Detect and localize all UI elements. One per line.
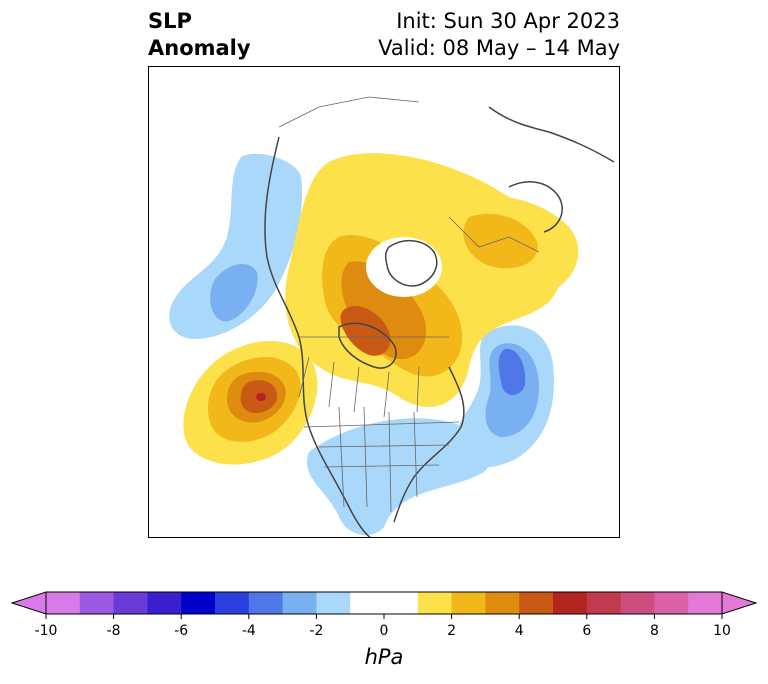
- colorbar-extend-high: [721, 591, 758, 615]
- gulf-of-alaska-low: [169, 153, 303, 339]
- valid-range: Valid: 08 May – 14 May: [378, 36, 620, 60]
- colorbar-bin: [688, 592, 723, 614]
- title-line-2: Anomaly: [148, 36, 251, 60]
- colorbar-tick-label: -4: [242, 623, 256, 639]
- colorbar-tick-label: -8: [107, 623, 121, 639]
- colorbar-bin: [654, 592, 689, 614]
- colorbar-bin: [350, 592, 385, 614]
- map-title: SLP Anomaly: [148, 8, 251, 62]
- map-panel: [148, 66, 620, 538]
- anomaly-map: [169, 96, 615, 537]
- colorbar-bin: [282, 592, 317, 614]
- colorbar-bin: [248, 592, 284, 614]
- colorbar-tick-label: -6: [174, 623, 188, 639]
- colorbar-bin: [384, 592, 419, 614]
- colorbar-bin: [215, 592, 250, 614]
- colorbar-tick-label: 8: [650, 623, 659, 639]
- title-line-1: SLP: [148, 9, 192, 33]
- init-date: Init: Sun 30 Apr 2023: [396, 9, 620, 33]
- borders: [278, 96, 540, 513]
- colorbar-bin: [113, 592, 148, 614]
- colorbar-bin: [519, 592, 554, 614]
- northeast-pacific-high: [183, 340, 318, 465]
- colorbar-tick-label: 10: [713, 623, 731, 639]
- colorbar-tick-label: 0: [380, 623, 389, 639]
- colorbar-tick-label: 2: [447, 623, 456, 639]
- colorbar-bin: [316, 592, 351, 614]
- colorbar-bin: [620, 592, 655, 614]
- colorbar-bin: [46, 592, 81, 614]
- colorbar-tick-label: 6: [582, 623, 591, 639]
- colorbar: -10 -8 -6 -4 -2 0 2 4 6 8 10: [10, 590, 758, 644]
- eastern-us-low: [306, 418, 492, 536]
- colorbar-bin: [417, 592, 453, 614]
- arctic-neutral-hole: [366, 237, 442, 297]
- north-atlantic-low: [453, 325, 554, 468]
- colorbar-bin: [79, 592, 115, 614]
- colorbar-tick-label: -10: [35, 623, 58, 639]
- colorbar-tick-label: -2: [309, 623, 323, 639]
- colorbar-tick-label: 4: [515, 623, 524, 639]
- colorbar-extend-low: [10, 591, 47, 615]
- colorbar-graphic: -10 -8 -6 -4 -2 0 2 4 6 8 10: [10, 591, 758, 639]
- colorbar-bin: [181, 592, 216, 614]
- forecast-dates: Init: Sun 30 Apr 2023 Valid: 08 May – 14…: [378, 8, 620, 62]
- colorbar-bin: [553, 592, 588, 614]
- colorbar-unit: hPa: [364, 645, 404, 669]
- colorbar-bin: [586, 592, 622, 614]
- colorbar-bin: [451, 592, 486, 614]
- colorbar-bin: [147, 592, 182, 614]
- siberia-high: [436, 196, 579, 296]
- coastlines: [264, 106, 615, 537]
- colorbar-bin: [485, 592, 520, 614]
